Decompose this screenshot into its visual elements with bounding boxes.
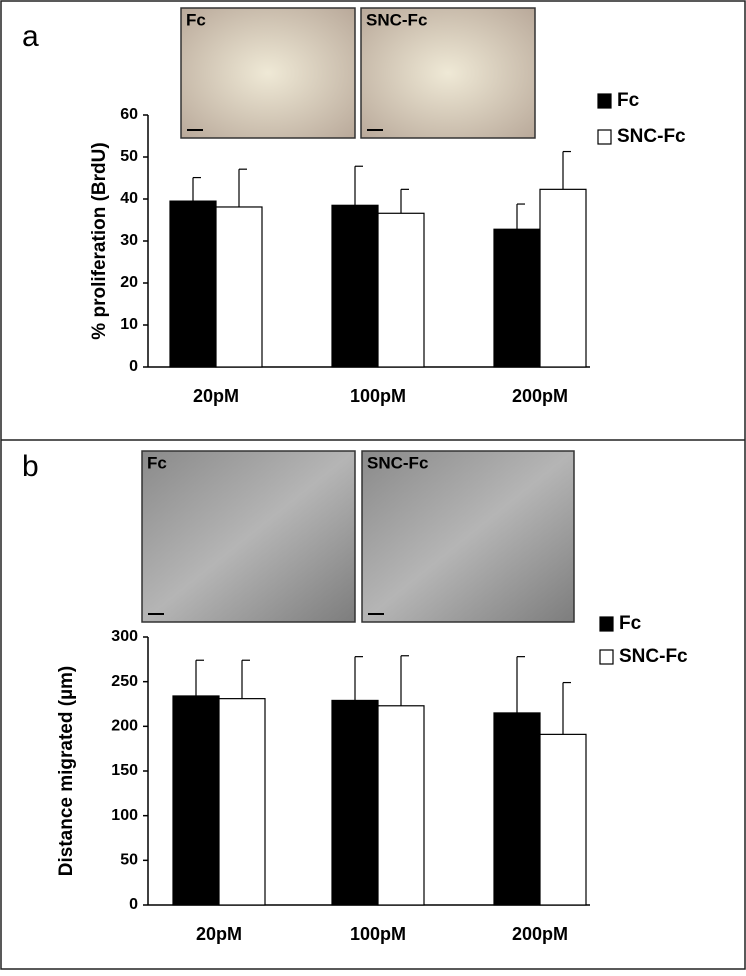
micrograph: [180, 7, 356, 139]
bar: [377, 212, 425, 368]
image-label: SNC-Fc: [367, 453, 428, 472]
x-tick-label: 20pM: [193, 386, 239, 406]
y-tick-label: 250: [111, 673, 138, 690]
bar: [493, 228, 541, 368]
bar: [331, 699, 379, 906]
bar: [218, 698, 266, 906]
x-tick-label: 20pM: [196, 924, 242, 944]
y-tick-label: 0: [129, 358, 138, 375]
bar: [377, 705, 425, 906]
legend-label: SNC-Fc: [619, 646, 688, 667]
micrograph: [360, 7, 536, 139]
y-tick-label: 100: [111, 807, 138, 824]
y-tick-label: 30: [120, 232, 138, 249]
y-tick-label: 0: [129, 896, 138, 913]
panel-label: a: [22, 20, 39, 53]
legend-swatch: [597, 93, 612, 109]
y-axis-label: Distance migrated (µm): [56, 666, 77, 877]
y-tick-label: 50: [120, 852, 138, 869]
x-tick-label: 100pM: [350, 386, 406, 406]
y-tick-label: 10: [120, 316, 138, 333]
legend-swatch: [599, 616, 614, 632]
legend-swatch: [597, 129, 612, 145]
y-tick-label: 150: [111, 762, 138, 779]
legend-swatch: [599, 649, 614, 665]
bar: [169, 200, 217, 368]
image-label: SNC-Fc: [366, 10, 427, 29]
legend-label: SNC-Fc: [617, 126, 686, 147]
panel-label: b: [22, 450, 39, 483]
image-label: Fc: [186, 10, 206, 29]
bar: [331, 204, 379, 368]
bar: [539, 188, 587, 368]
x-tick-label: 100pM: [350, 924, 406, 944]
image-label: Fc: [147, 453, 167, 472]
y-tick-label: 40: [120, 190, 138, 207]
bar: [215, 206, 263, 368]
x-tick-label: 200pM: [512, 924, 568, 944]
legend-label: Fc: [619, 613, 642, 634]
y-axis-label: % proliferation (BrdU): [89, 142, 110, 339]
bar: [172, 695, 220, 906]
y-tick-label: 200: [111, 718, 138, 735]
y-tick-label: 60: [120, 106, 138, 123]
y-tick-label: 50: [120, 148, 138, 165]
y-tick-label: 20: [120, 274, 138, 291]
bar: [493, 712, 541, 906]
legend-label: Fc: [617, 90, 640, 111]
y-tick-label: 300: [111, 628, 138, 645]
bar: [539, 733, 587, 906]
micrograph: [361, 450, 575, 623]
micrograph: [141, 450, 356, 623]
x-tick-label: 200pM: [512, 386, 568, 406]
